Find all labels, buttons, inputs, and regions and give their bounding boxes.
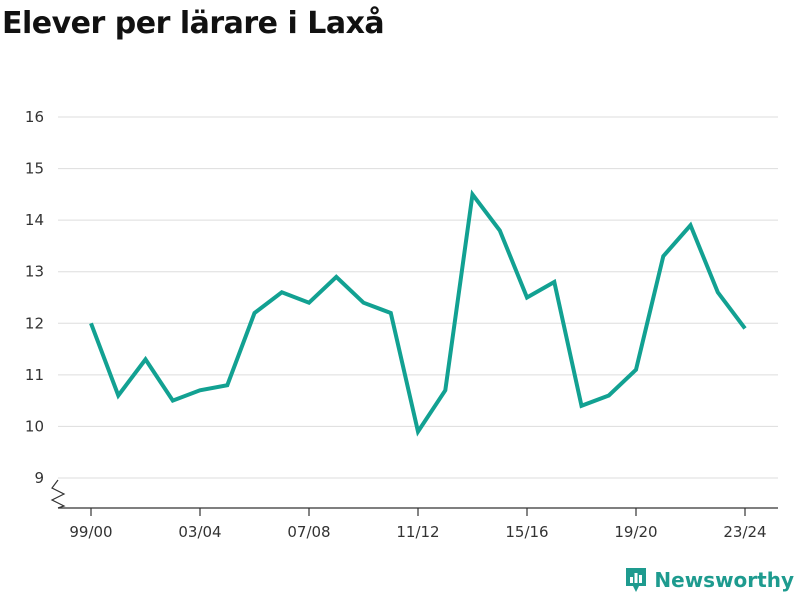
brand-name: Newsworthy [654,568,794,592]
x-tick-label: 99/00 [69,523,112,541]
axis-break-icon [50,479,66,509]
y-tick-label: 13 [25,263,44,281]
y-tick-labels: 9 10 11 12 13 14 15 16 [25,108,44,487]
x-tick-labels: 99/00 03/04 07/08 11/12 15/16 19/20 23/24 [69,508,767,541]
y-tick-label: 14 [25,211,44,229]
y-tick-label: 9 [34,469,44,487]
y-tick-label: 10 [25,417,44,435]
y-tick-label: 15 [25,160,44,178]
y-tick-label: 16 [25,108,44,126]
x-tick-label: 23/24 [723,523,766,541]
brand-logo: Newsworthy [624,566,794,594]
x-tick-label: 19/20 [614,523,657,541]
bar-chart-pin-icon [626,568,647,592]
x-tick-label: 07/08 [287,523,330,541]
y-tick-label: 11 [25,366,44,384]
series-line [89,189,747,437]
x-tick-label: 11/12 [396,523,439,541]
x-tick-label: 03/04 [178,523,221,541]
y-tick-label: 12 [25,314,44,332]
series-group: 99/00: 1200/01: 10.601/02: 11.302/03: 10… [89,189,747,437]
chart-title: Elever per lärare i Laxå [2,6,385,41]
x-tick-label: 15/16 [505,523,548,541]
x-axis [50,479,778,509]
